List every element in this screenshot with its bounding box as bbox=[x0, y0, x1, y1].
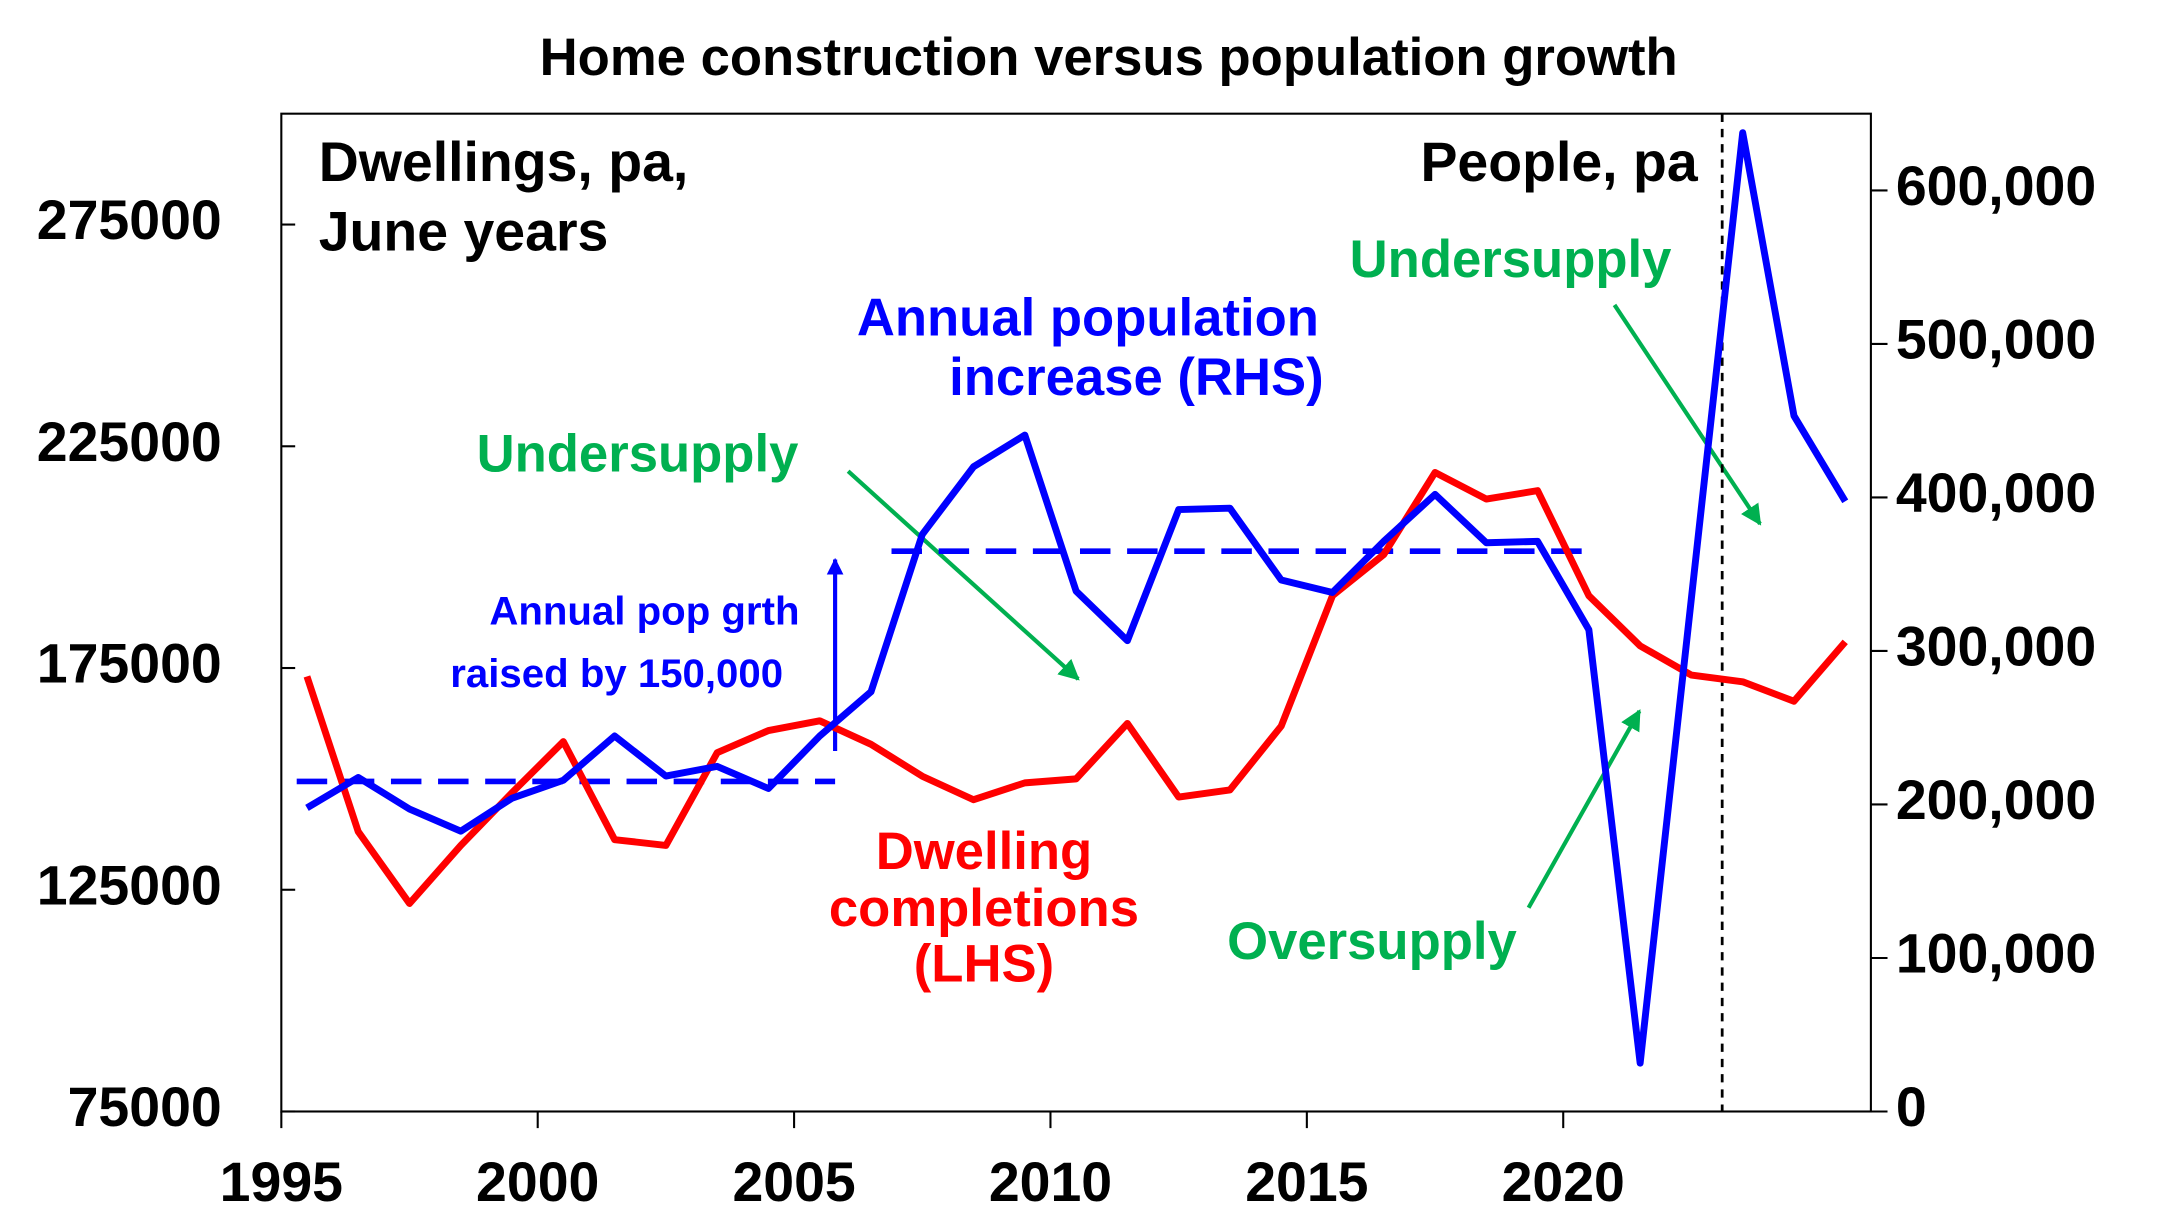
x-tick-label: 2005 bbox=[732, 1151, 855, 1213]
x-tick-label: 2015 bbox=[1245, 1151, 1368, 1213]
annotation: Dwellings, pa, bbox=[319, 131, 689, 193]
annotation: raised by 150,000 bbox=[450, 651, 783, 696]
arrow bbox=[846, 469, 1080, 681]
y2-tick-label: 400,000 bbox=[1896, 462, 2096, 524]
green-arrows bbox=[846, 303, 1762, 909]
x-tick-label: 2000 bbox=[476, 1151, 599, 1213]
chart-title: Home construction versus population grow… bbox=[540, 28, 1678, 87]
series-line bbox=[305, 129, 1849, 1067]
y-tick-label: 225000 bbox=[37, 411, 222, 473]
annotation: Dwelling bbox=[876, 822, 1092, 881]
arrow bbox=[1526, 709, 1642, 909]
y2-tick-label: 300,000 bbox=[1896, 616, 2096, 678]
series-line bbox=[303, 468, 1848, 907]
plot-frame bbox=[280, 112, 1872, 1113]
y-tick-label: 75000 bbox=[68, 1076, 222, 1138]
x-tick-label: 1995 bbox=[220, 1151, 343, 1213]
y2-tick-label: 100,000 bbox=[1896, 923, 2096, 985]
x-tick-label: 2010 bbox=[989, 1151, 1112, 1213]
annotation: Annual pop grth bbox=[489, 589, 799, 634]
annotation: Oversupply bbox=[1227, 912, 1517, 971]
y2-tick-label: 200,000 bbox=[1896, 769, 2096, 831]
y-tick-label: 125000 bbox=[37, 854, 222, 916]
arrow bbox=[1612, 303, 1762, 526]
annotation: completions bbox=[829, 879, 1139, 938]
annotation: People, pa bbox=[1420, 131, 1698, 193]
x-tick-label: 2020 bbox=[1502, 1151, 1625, 1213]
y-tick-label: 175000 bbox=[37, 633, 222, 695]
y2-tick-label: 0 bbox=[1896, 1076, 1927, 1138]
annotation: (LHS) bbox=[914, 934, 1054, 993]
y-tick-label: 275000 bbox=[37, 189, 222, 251]
annotation: increase (RHS) bbox=[949, 348, 1324, 407]
annotation: Annual population bbox=[857, 288, 1319, 347]
y2-tick-label: 600,000 bbox=[1896, 155, 2096, 217]
y2-tick-label: 500,000 bbox=[1896, 309, 2096, 371]
annotation: June years bbox=[319, 200, 609, 262]
annotation: Undersupply bbox=[477, 424, 799, 483]
annotation: Undersupply bbox=[1350, 230, 1672, 289]
